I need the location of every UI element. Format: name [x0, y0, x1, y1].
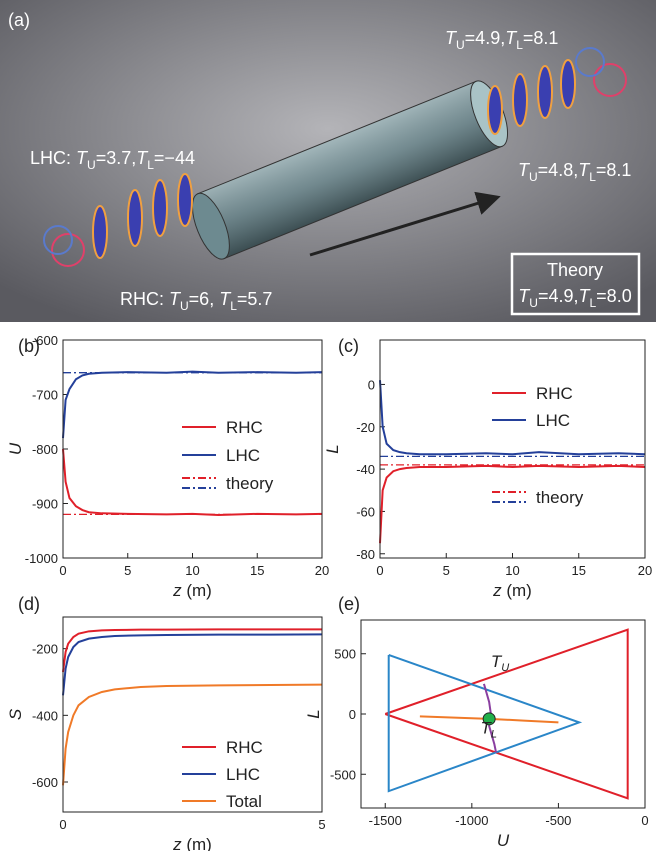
y-tick-label: -900	[32, 497, 58, 512]
y-tick-label: -200	[32, 642, 58, 657]
curve-label-part: T	[480, 718, 492, 737]
series-line	[384, 628, 629, 800]
x-axis-label-part: z	[492, 581, 502, 600]
y-axis-label: L	[323, 444, 342, 453]
x-axis-label-part: (m)	[182, 835, 212, 851]
x-tick-label: -1000	[455, 813, 488, 828]
x-tick-label: 0	[59, 563, 66, 578]
point-marker	[482, 712, 496, 726]
y-tick-label: 500	[334, 647, 356, 662]
curve-label-part: U	[501, 662, 509, 674]
x-axis-label-part: U	[497, 831, 510, 850]
y-axis-label: U	[6, 442, 25, 455]
x-axis-label-part: (m)	[182, 581, 212, 600]
x-tick-label: 5	[318, 817, 325, 832]
legend-label: RHC	[536, 384, 573, 403]
x-axis-label: z (m)	[172, 581, 212, 600]
x-tick-label: 5	[124, 563, 131, 578]
x-axis-label-part: z	[172, 581, 182, 600]
annotation: TU=4.9,TL=8.1	[445, 28, 558, 52]
y-tick-label: -700	[32, 388, 58, 403]
axes-box	[360, 619, 646, 809]
y-tick-label: -60	[356, 504, 375, 519]
curve-label-part: L	[491, 728, 497, 740]
series-line	[387, 654, 583, 793]
y-tick-label: -40	[356, 462, 375, 477]
axes-box	[379, 339, 646, 559]
axes-box	[62, 339, 323, 559]
y-tick-label: -800	[32, 442, 58, 457]
legend-label: Total	[226, 792, 262, 811]
panel-label: (e)	[338, 594, 360, 614]
x-axis-label: z (m)	[492, 581, 532, 600]
x-tick-label: -500	[545, 813, 571, 828]
legend-label: RHC	[226, 418, 263, 437]
y-tick-label: -1000	[25, 551, 58, 566]
x-tick-label: 0	[59, 817, 66, 832]
theory-title: Theory	[547, 260, 603, 280]
panel-label: (b)	[18, 336, 40, 356]
y-tick-label: -600	[32, 775, 58, 790]
panel-label: (c)	[338, 336, 359, 356]
x-tick-label: 20	[638, 563, 652, 578]
x-tick-label: 0	[641, 813, 648, 828]
x-tick-label: 15	[572, 563, 586, 578]
series-line	[62, 683, 323, 786]
beam-left	[43, 173, 193, 267]
theory-box	[510, 252, 641, 316]
x-tick-label: 5	[443, 563, 450, 578]
series-line	[379, 464, 646, 544]
y-tick-label: -600	[32, 333, 58, 348]
beam-right	[487, 47, 627, 135]
series-line	[62, 370, 323, 439]
curve-label: TU	[491, 652, 509, 674]
y-tick-label: 0	[368, 377, 375, 392]
x-tick-label: 10	[185, 563, 199, 578]
legend-label: LHC	[226, 446, 260, 465]
series-line	[62, 628, 322, 673]
series-line	[62, 448, 323, 516]
y-tick-label: 0	[349, 707, 356, 722]
axes-box	[62, 616, 323, 813]
panel-label: (a)	[8, 10, 30, 30]
x-axis-label-part: z	[172, 835, 182, 851]
annotation: RHC: TU=6, TL=5.7	[120, 289, 272, 313]
x-tick-label: 15	[250, 563, 264, 578]
panel-label: (d)	[18, 594, 40, 614]
y-axis-label: L	[304, 709, 323, 718]
legend-label: LHC	[226, 765, 260, 784]
legend-label: theory	[226, 474, 274, 493]
curve-label: TL	[480, 718, 497, 740]
y-tick-label: -80	[356, 547, 375, 562]
y-axis-label: S	[6, 708, 25, 720]
legend-label: theory	[536, 488, 584, 507]
x-tick-label: -1500	[369, 813, 402, 828]
series-line	[379, 380, 646, 456]
legend-label: RHC	[226, 738, 263, 757]
illustration: (a) TU=4.9,TL=8.1 LHC: TU=3.7,TL=−44 TU=…	[0, 0, 656, 322]
annotation: LHC: TU=3.7,TL=−44	[30, 148, 195, 172]
x-axis-label: z (m)	[172, 835, 212, 851]
direction-arrow	[309, 191, 501, 257]
y-tick-label: -400	[32, 708, 58, 723]
x-tick-label: 10	[505, 563, 519, 578]
series-line	[62, 633, 323, 696]
annotation: TU=4.8,TL=8.1	[518, 160, 631, 184]
y-tick-label: -500	[330, 767, 356, 782]
curve-label-part: T	[491, 652, 503, 671]
x-tick-label: 20	[315, 563, 329, 578]
x-axis-label: U	[497, 831, 510, 850]
x-axis-label-part: (m)	[502, 581, 532, 600]
theory-values: TU=4.9,TL=8.0	[518, 286, 631, 310]
x-tick-label: 0	[376, 563, 383, 578]
legend-label: LHC	[536, 411, 570, 430]
y-tick-label: -20	[356, 420, 375, 435]
